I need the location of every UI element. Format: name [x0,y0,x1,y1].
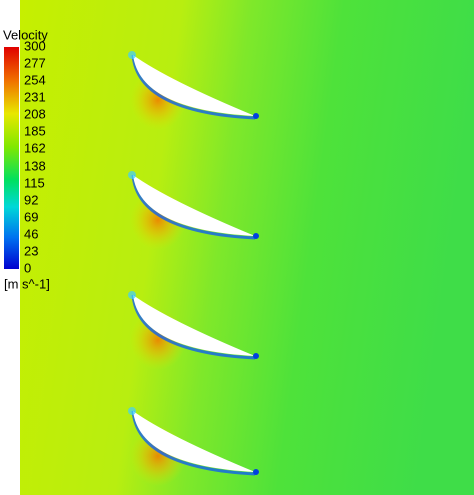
colorbar-tick-label: 231 [24,89,46,104]
colorbar-tick-label: 69 [24,209,38,224]
legend-title: Velocity [3,27,48,42]
legend-unit: [m s^-1] [4,276,50,291]
colorbar-tick-label: 185 [24,124,46,139]
colorbar-tick-label: 23 [24,243,38,258]
colorbar-tick-label: 277 [24,55,46,70]
colorbar-tick-label: 254 [24,72,46,87]
colorbar-tick-label: 46 [24,226,38,241]
colorbar-tick-label: 208 [24,107,46,122]
colorbar-tick-label: 92 [24,192,38,207]
colorbar-tick-label: 0 [24,260,31,275]
colorbar-tick-label: 115 [24,175,45,190]
colorbar-tick-label: 300 [24,38,46,53]
flow-field [20,0,474,495]
colorbar-tick-label: 138 [24,158,46,173]
colorbar [4,47,19,269]
colorbar-tick-label: 162 [24,141,46,156]
